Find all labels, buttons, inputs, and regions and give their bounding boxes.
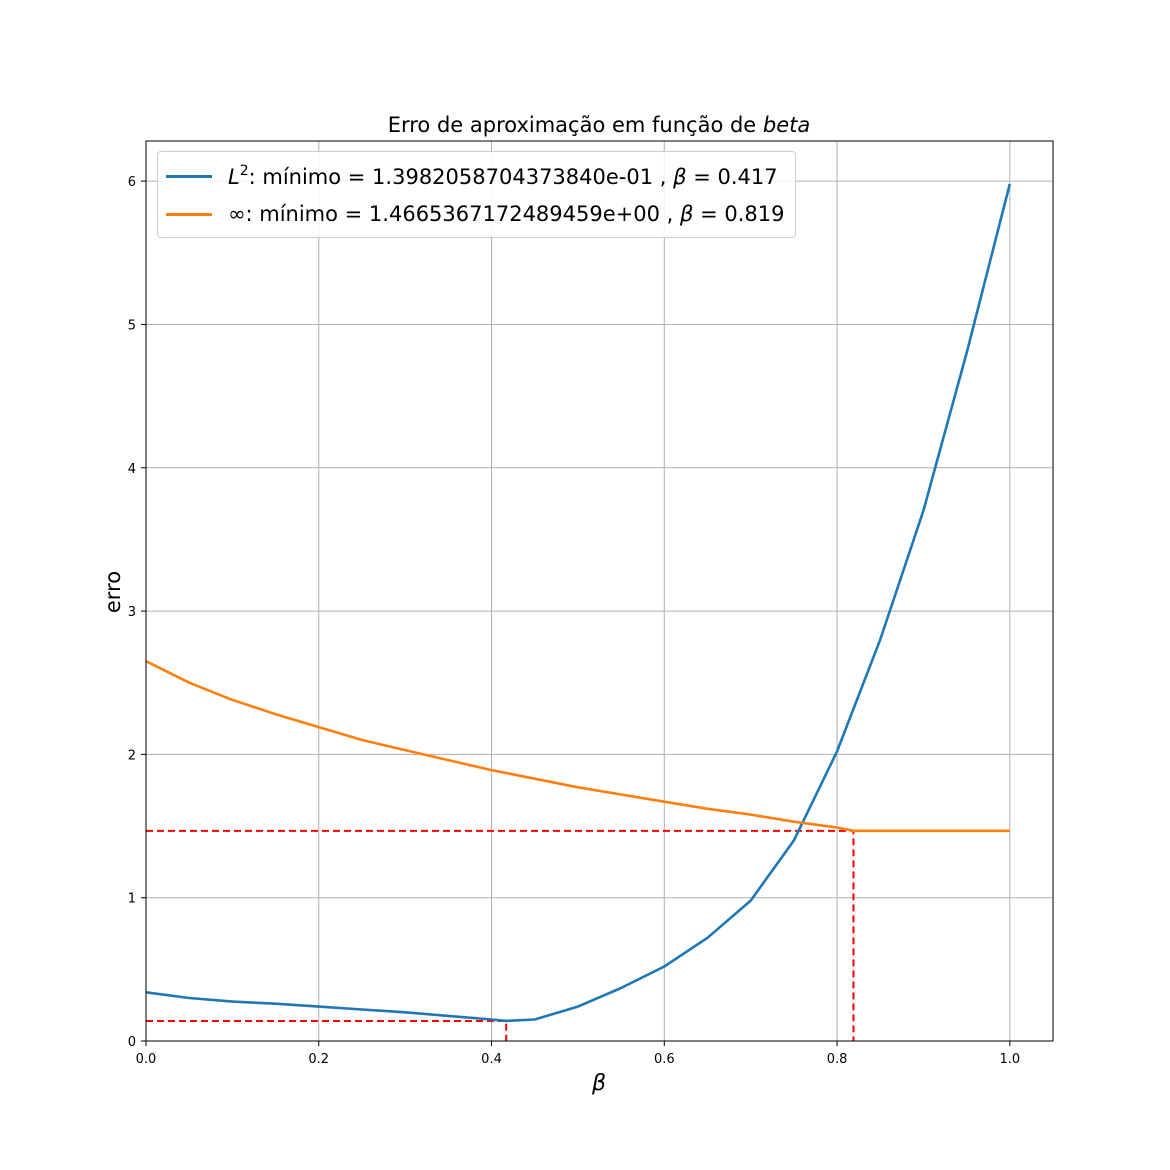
- chart-title: Erro de aproximação em função de beta: [388, 113, 811, 137]
- min-markers: [146, 829, 855, 1041]
- x-axis-label: β: [591, 1071, 606, 1096]
- y-tick-label: 6: [128, 175, 136, 190]
- series-lines: [145, 183, 1012, 1023]
- legend-entry-inf: ∞: mínimo = 1.4665367172489459e+00 , β =…: [166, 195, 785, 233]
- x-tick-label: 0.0: [136, 1052, 157, 1067]
- x-tick-label: 0.8: [827, 1052, 848, 1067]
- y-tick-label: 2: [128, 748, 136, 763]
- x-tick-label: 0.2: [308, 1052, 329, 1067]
- legend: L2: mínimo = 1.3982058704373840e-01 , β …: [157, 151, 796, 238]
- y-tick-label: 3: [128, 605, 136, 620]
- legend-label-l2: L2: mínimo = 1.3982058704373840e-01 , β …: [228, 163, 778, 189]
- x-tick-label: 0.4: [481, 1052, 502, 1067]
- min-marker-inf: [146, 829, 855, 1041]
- series-line-l2: [145, 183, 1012, 1023]
- plot-frame: [145, 140, 1054, 1042]
- series-line-inf: [145, 660, 1010, 833]
- y-tick-label: 4: [128, 462, 136, 477]
- y-tick-label: 1: [128, 892, 136, 907]
- legend-swatch-inf: [166, 212, 212, 216]
- legend-label-inf: ∞: mínimo = 1.4665367172489459e+00 , β =…: [228, 202, 785, 226]
- x-tick-label: 1.0: [999, 1052, 1020, 1067]
- grid-lines: [145, 141, 1053, 1042]
- legend-entry-l2: L2: mínimo = 1.3982058704373840e-01 , β …: [166, 157, 785, 195]
- y-tick-label: 5: [128, 318, 136, 333]
- y-tick-label: 0: [128, 1035, 136, 1050]
- axis-ticks: 0.0 0.2 0.4 0.6 0.8 1.0 0 1 2 3 4 5 6: [128, 175, 1020, 1067]
- legend-swatch-l2: [166, 174, 212, 178]
- min-marker-l2: [146, 1019, 508, 1041]
- y-axis-label: erro: [101, 571, 125, 613]
- x-tick-label: 0.6: [654, 1052, 675, 1067]
